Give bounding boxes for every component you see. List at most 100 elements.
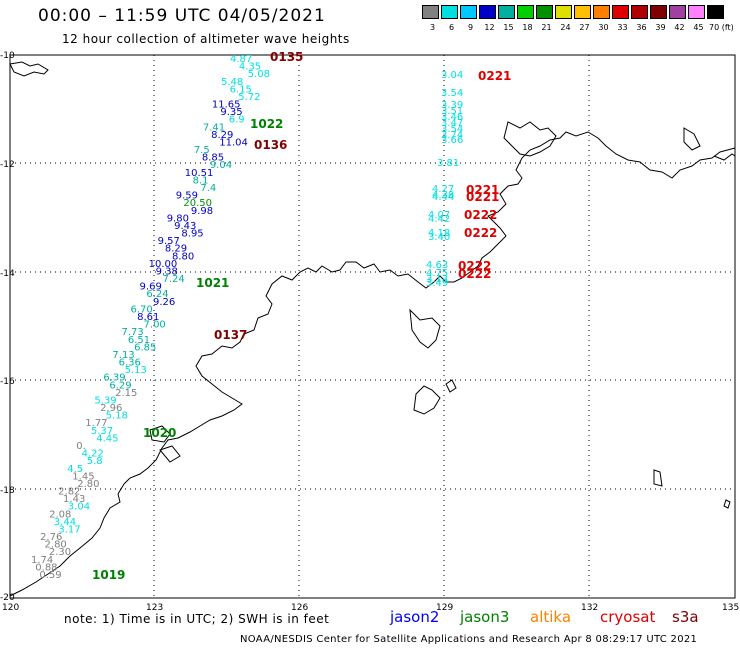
swh-value: 9.26 [153,297,175,308]
swh-value: 3.66 [441,135,463,146]
pass-label: 1021 [196,276,229,290]
swh-value: 1.77 [85,418,107,429]
swh-value: 9.43 [174,221,196,232]
colorbar-swatch [650,5,667,19]
lon-labels: 120 123 126 129 132 135 [2,603,739,613]
lat-labels: -10 -12 -14 -16 -18 -20 [0,51,15,603]
swh-value: 8.61 [137,312,159,323]
swh-value: 7.73 [121,327,143,338]
pass-label: 0221 [466,183,499,197]
swh-value: 6.24 [146,289,168,300]
swh-value: 5.72 [238,92,260,103]
swh-value: 4.45 [96,433,118,444]
pass-label: 0222 [458,267,491,281]
swh-value: 4.42 [428,214,450,225]
coastline [9,61,736,597]
colorbar-label: 24 [560,23,571,32]
swh-value: 0.59 [39,570,61,581]
swh-value: 2.82 [58,487,80,498]
colorbar-swatch [422,5,439,19]
legend-cryosat: cryosat [600,608,656,626]
colorbar-label: 12 [484,23,495,32]
map-subtitle: 12 hour collection of altimeter wave hei… [62,32,350,46]
swh-value: 6.15 [230,84,252,95]
svg-text:129: 129 [436,603,453,613]
swh-value: 3.39 [441,100,463,111]
svg-text:-14: -14 [0,269,15,279]
colorbar-label: 9 [467,23,474,32]
swh-value: 5.39 [94,395,116,406]
swh-value: 9.59 [176,191,198,202]
swh-value: 6.51 [128,335,150,346]
swh-value: 4.27 [432,184,454,195]
swh-value: 0. [76,441,86,452]
swh-value: 3.04 [68,502,90,513]
swh-value: 5.18 [106,411,128,422]
swh-value: 4.5 [67,464,83,475]
svg-text:120: 120 [2,603,19,613]
svg-text:-18: -18 [0,486,15,496]
swh-value: 20.50 [183,198,212,209]
swh-value: 4.22 [82,449,104,460]
swh-value: 0.88 [35,562,57,573]
colorbar-swatch [612,5,629,19]
swh-value: 4.87 [230,54,252,65]
swh-value: 9.80 [167,213,189,224]
colorbar-swatch [441,5,458,19]
footer-note: note: 1) Time is in UTC; 2) SWH is in fe… [64,612,330,626]
swh-value: 5.13 [125,365,147,376]
swh-value: 8.1 [193,175,209,186]
swh-value: 5.8 [87,456,103,467]
swh-value: 9.98 [191,206,213,217]
swh-value: 6.9 [229,115,245,126]
swh-value: 3.54 [441,124,463,135]
swh-value: 7.5 [194,145,210,156]
map-title: 00:00 – 11:59 UTC 04/05/2021 [38,6,326,26]
swh-value: 10.00 [149,259,178,270]
swh-value: 9.57 [158,236,180,247]
graticule [10,55,735,598]
svg-text:123: 123 [146,603,163,613]
pass-label: 1020 [143,426,176,440]
swh-value: 4.38 [432,190,454,201]
colorbar-label: 36 [636,23,647,32]
swh-value: 8.29 [211,130,233,141]
pass-labels: 0135102201361021013710201019022102210221… [92,50,511,582]
swh-value: 4.35 [239,62,261,73]
svg-text:-10: -10 [0,51,15,61]
colorbar-label: 15 [503,23,514,32]
swh-value: 7.00 [144,320,166,331]
colorbar-swatch [593,5,610,19]
legend-altika: altika [530,608,572,626]
swh-value: 3.51 [441,106,463,117]
pass-label: 0222 [464,226,497,240]
colorbar-label: 27 [579,23,590,32]
swh-value: 5.48 [221,77,243,88]
colorbar-label: 39 [655,23,666,32]
legend-s3a: s3a [672,608,699,626]
pass-label: 0221 [478,69,511,83]
colorbar-swatch [536,5,553,19]
swh-value: 4.63 [426,260,448,271]
colorbar-label: 6 [448,23,455,32]
swh-value: 3.04 [441,70,463,81]
pass-label: 0222 [464,208,497,222]
swh-value: 8.80 [172,251,194,262]
swh-value: 6.70 [131,304,153,315]
colorbar-label: 18 [522,23,533,32]
colorbar-label: 33 [617,23,628,32]
svg-text:135: 135 [722,603,739,613]
swh-value: 1.74 [31,555,53,566]
colorbar-label: 3 [429,23,436,32]
swh-value: 3.47 [441,118,463,129]
svg-text:-16: -16 [0,377,15,387]
swh-value: 8.29 [165,244,187,255]
pass-label: 0221 [466,190,499,204]
swh-value: 2.96 [100,403,122,414]
colorbar-swatch [631,5,648,19]
swh-value: 2.80 [45,540,67,551]
swh-value: 2.15 [115,388,137,399]
pass-label: 0136 [254,138,287,152]
swh-value: 11.04 [219,137,248,148]
swh-value: 3.81 [437,158,459,169]
